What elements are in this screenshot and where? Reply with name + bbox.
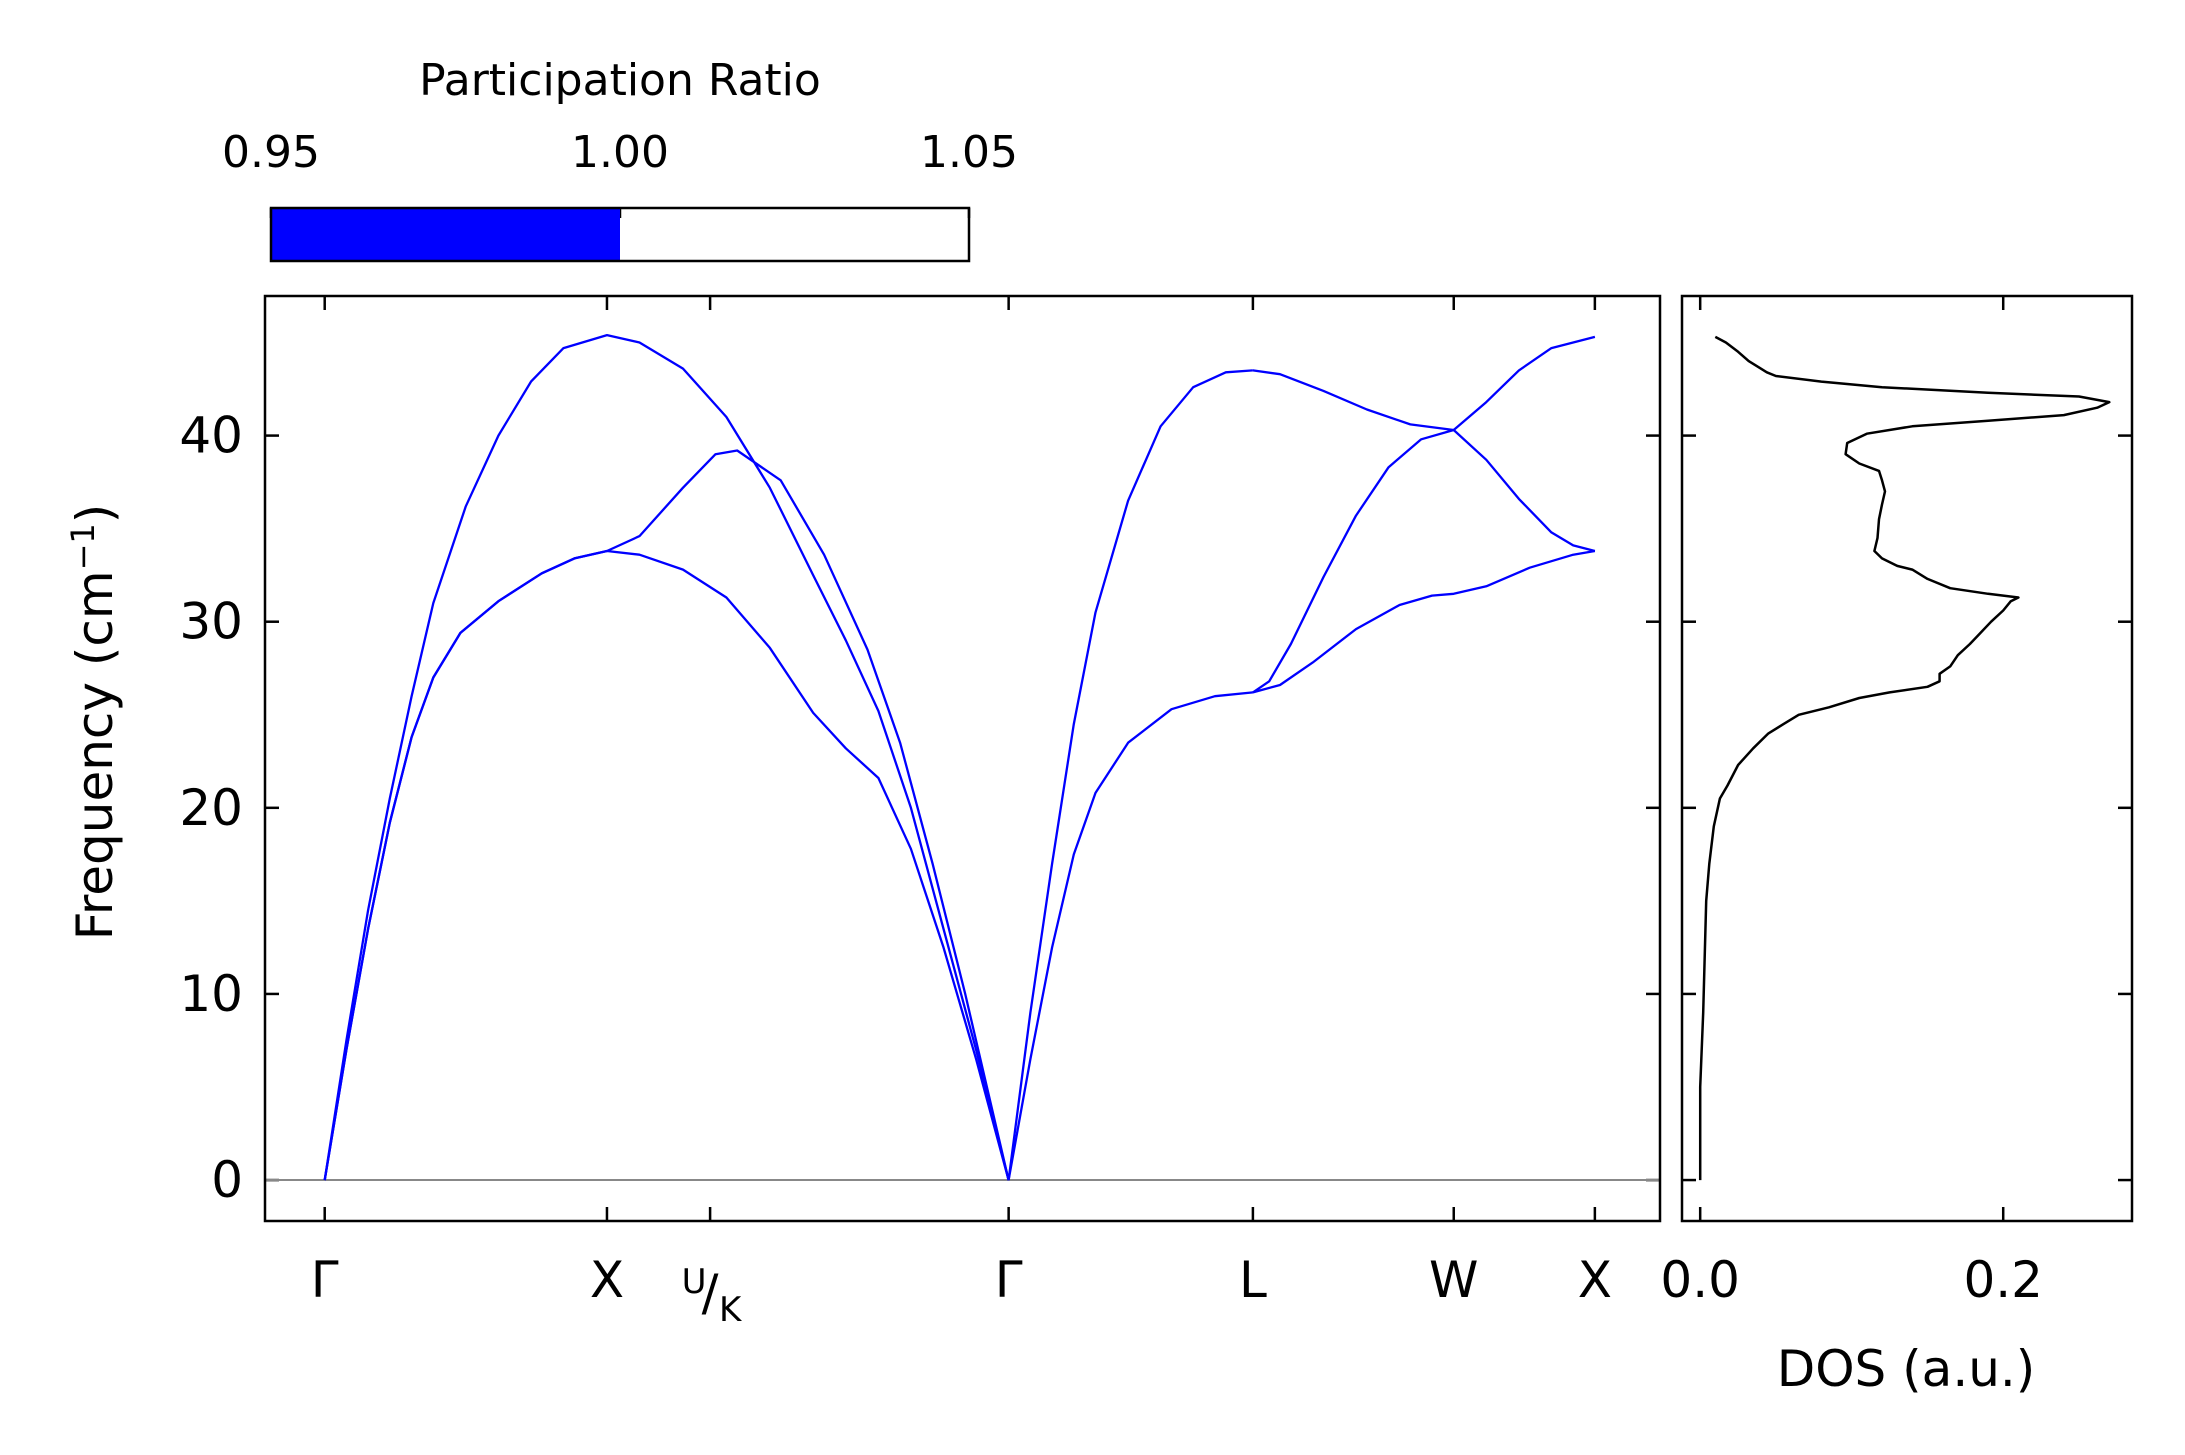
band-y-tick-label-3: 30: [179, 593, 243, 651]
dos-x-axis-label: DOS (a.u.): [1777, 1340, 2036, 1398]
band-plot-frame: [263, 294, 1662, 1223]
band-x-tick-label-5: W: [1429, 1251, 1478, 1309]
dos-y-ticks: [1682, 434, 2132, 1182]
band-x-tick-label-6: X: [1578, 1251, 1612, 1309]
band-structure-panel: Frequency (cm−1) 0 10 20 30 40 Γ X U/K Γ L W X: [64, 294, 1662, 1330]
colorbar-fill: [271, 208, 620, 261]
band-x-tick-label-2: U/K: [682, 1262, 743, 1330]
band-y-tick-label-4: 40: [179, 407, 243, 465]
band-x-tick-label-1: X: [590, 1251, 624, 1309]
band-y-tick-label-2: 20: [179, 779, 243, 837]
dos-lines: [1698, 335, 2111, 1181]
band-series-1: [323, 449, 1010, 1181]
band-x-tick-label-2-upper: U: [682, 1262, 707, 1302]
colorbar-frame: [269, 206, 971, 263]
band-series-6: [1252, 428, 1596, 694]
band-series-2: [323, 333, 1010, 1181]
band-lines: [323, 333, 1596, 1181]
colorbar: Participation Ratio 0.95 1.00 1.05: [222, 55, 1018, 263]
band-x-tick-label-4: L: [1239, 1251, 1267, 1309]
dos-panel: 0.0 0.2 DOS (a.u.): [1660, 294, 2134, 1398]
colorbar-tick-label-0: 0.95: [222, 127, 320, 178]
dos-series-0: [1698, 335, 2111, 1181]
band-y-tick-label-0: 0: [211, 1151, 243, 1209]
band-x-tick-label-0: Γ: [311, 1251, 339, 1309]
y-axis-label: Frequency (cm−1): [64, 504, 124, 941]
band-x-tick-label-3: Γ: [995, 1251, 1023, 1309]
band-series-5: [1252, 549, 1596, 694]
dos-plot-frame: [1680, 294, 2134, 1223]
colorbar-tick-label-2: 1.05: [920, 127, 1018, 178]
band-series-7: [1252, 335, 1596, 432]
band-x-tick-label-2-lower: K: [719, 1290, 743, 1330]
band-x-ticks: Γ X U/K Γ L W X: [311, 296, 1612, 1330]
band-series-4: [1007, 369, 1253, 1181]
band-x-tick-label-2-slash: /: [702, 1264, 719, 1322]
dos-x-ticks: 0.0 0.2: [1660, 296, 2043, 1309]
band-series-3: [1007, 691, 1254, 1181]
dos-x-tick-label-0: 0.0: [1660, 1251, 1740, 1309]
band-series-0: [323, 549, 1010, 1181]
band-y-ticks: 0 10 20 30 40: [179, 407, 1660, 1209]
colorbar-tick-label-1: 1.00: [571, 127, 669, 178]
colorbar-title: Participation Ratio: [419, 55, 821, 106]
band-y-tick-label-1: 10: [179, 965, 243, 1023]
dos-x-tick-label-1: 0.2: [1963, 1251, 2043, 1309]
